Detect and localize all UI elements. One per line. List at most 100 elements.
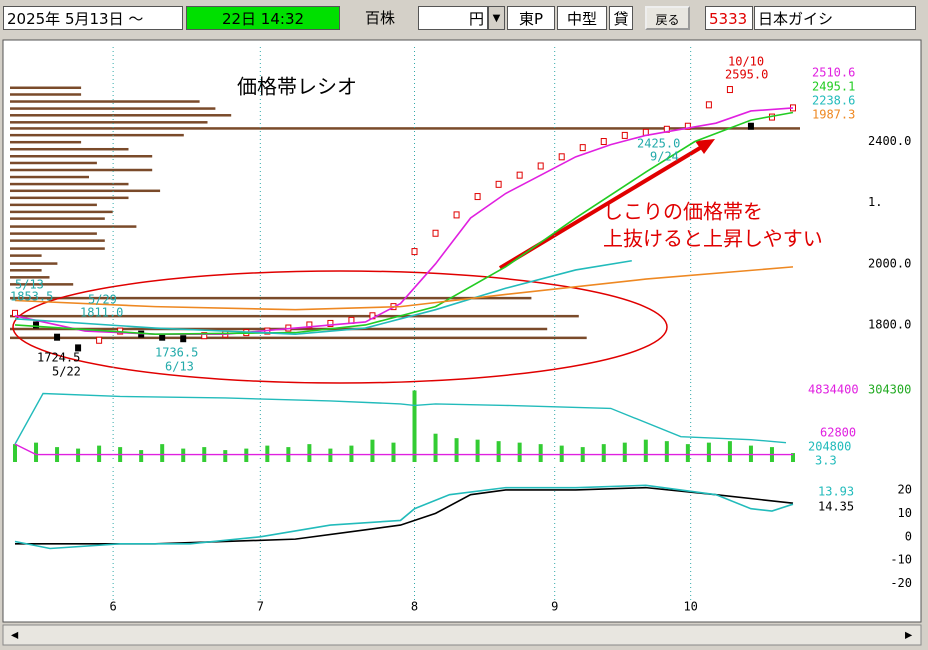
annotation: 1853.5 — [10, 290, 53, 304]
candle — [726, 86, 733, 94]
price-band — [10, 239, 105, 242]
annotation: 5/22 — [52, 365, 81, 379]
currency[interactable]: 円 — [418, 6, 488, 30]
time[interactable]: 22日 14:32 — [186, 6, 340, 30]
y-tick-label: 1. — [868, 195, 882, 209]
candle — [453, 211, 460, 219]
y-tick-label: 2000.0 — [868, 256, 911, 270]
volume-bar — [685, 444, 690, 462]
price-band — [10, 161, 97, 165]
candle — [474, 193, 481, 201]
highlight-ellipse — [12, 270, 668, 384]
series-line — [14, 259, 632, 335]
series-line — [14, 111, 794, 335]
company-name: 日本ガイシ — [754, 6, 916, 30]
volume-bar — [412, 390, 417, 462]
y-tick-label: -20 — [890, 576, 912, 590]
price-band — [10, 147, 129, 151]
candle — [558, 153, 565, 161]
scrollbar[interactable] — [2, 624, 922, 646]
price-band — [10, 140, 82, 144]
volume-bar — [76, 448, 81, 462]
volume-bar — [244, 448, 249, 462]
volume-bar — [622, 442, 627, 462]
price-band — [10, 155, 153, 158]
candle — [411, 248, 418, 256]
y-tick-label: 0 — [905, 529, 912, 543]
price-band — [10, 93, 82, 96]
arrow-head — [695, 139, 715, 154]
scroll-left[interactable]: ◀ — [11, 628, 19, 642]
volume-bar — [349, 445, 354, 462]
price-band — [10, 314, 579, 318]
volume-bar — [97, 445, 102, 462]
last-value: 2238.6 — [812, 94, 855, 108]
price-band — [10, 203, 97, 207]
volume-bar — [475, 439, 480, 462]
candle — [516, 171, 523, 179]
candle — [684, 122, 691, 130]
x-tick-label: 10 — [683, 600, 697, 614]
price-band — [10, 247, 105, 250]
date-from[interactable]: 2025年 5月13日 ～ — [3, 6, 183, 30]
volume-bar — [706, 442, 711, 462]
volume-bar — [181, 448, 186, 462]
candle — [96, 336, 103, 344]
last-value: 2510.6 — [812, 66, 855, 80]
readout: 304300 — [868, 383, 911, 397]
back-button[interactable]: 戻る — [645, 6, 690, 30]
series-line — [14, 443, 793, 456]
volume-bar — [307, 444, 312, 462]
candle — [327, 319, 334, 327]
annotation: 1724.5 — [37, 351, 80, 365]
code[interactable]: 5333 — [705, 6, 753, 30]
price-band — [10, 175, 89, 179]
market: 東P — [507, 6, 555, 30]
price-band — [10, 168, 153, 172]
price-band — [10, 133, 184, 137]
y-tick-label: 20 — [898, 482, 912, 496]
price-band — [10, 232, 97, 235]
candle — [306, 321, 313, 329]
candle — [33, 321, 40, 329]
volume-bar — [664, 441, 669, 462]
price-band — [10, 182, 129, 186]
price-band — [10, 283, 74, 286]
volume-bar — [223, 450, 228, 462]
price-band — [10, 107, 216, 110]
y-tick-label: -10 — [890, 553, 912, 567]
volume-bar — [517, 442, 522, 462]
readout: 204800 — [808, 440, 851, 454]
last-value: 14.35 — [818, 500, 854, 514]
series-line — [14, 266, 794, 311]
volume-bar — [391, 442, 396, 462]
volume-bar — [13, 444, 17, 462]
price-band — [10, 189, 161, 193]
annotation: 5/29 — [88, 293, 117, 307]
volume-bar — [454, 438, 459, 462]
candle — [180, 335, 187, 343]
annotation: 2595.0 — [725, 68, 768, 82]
annotation: 1736.5 — [155, 346, 198, 360]
price-band — [10, 127, 800, 130]
y-tick-label: 10 — [898, 506, 912, 520]
candle — [600, 138, 607, 146]
candle — [747, 122, 754, 130]
dropdown-arrow[interactable]: ▼ — [488, 6, 505, 30]
unit: 百株 — [345, 6, 415, 30]
price-band — [10, 86, 82, 90]
candle — [54, 333, 61, 341]
readout: 3.3 — [815, 454, 837, 468]
volume-bar — [370, 439, 375, 462]
price-band — [10, 217, 105, 220]
scroll-right[interactable]: ▶ — [905, 628, 913, 642]
volume-bar — [139, 450, 144, 462]
price-band — [10, 296, 532, 300]
annotation: 2425.0 — [637, 137, 680, 151]
x-tick-label: 9 — [551, 600, 558, 614]
last-value: 13.93 — [818, 485, 854, 499]
price-band — [10, 100, 200, 103]
annotation: 10/10 — [728, 55, 764, 69]
candle — [579, 144, 586, 152]
candle — [621, 131, 628, 139]
